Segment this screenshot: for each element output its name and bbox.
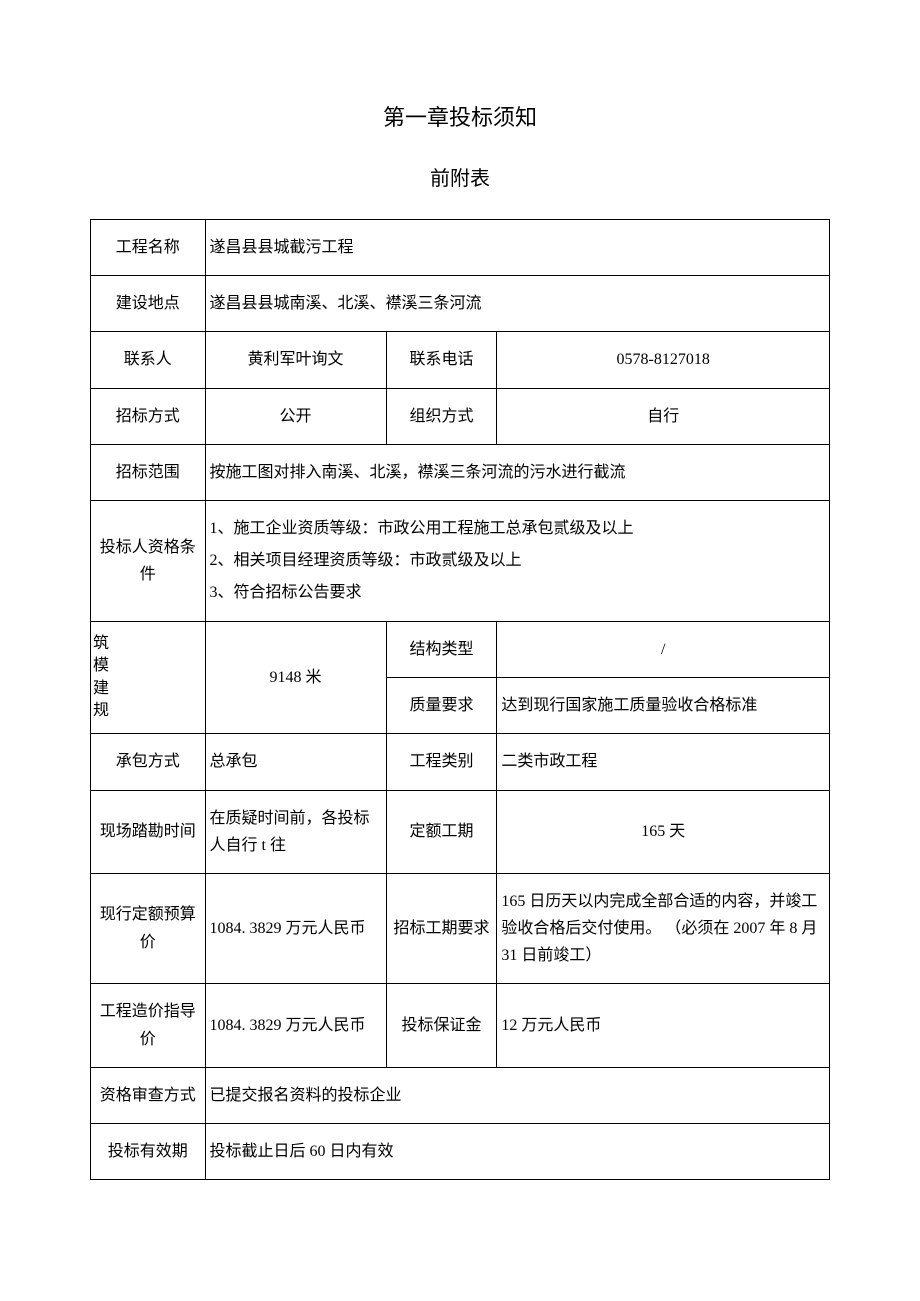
value-scope: 按施工图对排入南溪、北溪，襟溪三条河流的污水进行截流 [205,444,829,500]
value-bid-duration: 165 日历天以内完成全部合适的内容，并竣工验收合格后交付使用。 （必须在 20… [497,873,830,984]
label-bid-duration: 招标工期要求 [386,873,497,984]
label-location: 建设地点 [91,276,206,332]
table-row: 招标范围 按施工图对排入南溪、北溪，襟溪三条河流的污水进行截流 [91,444,830,500]
label-scope: 招标范围 [91,444,206,500]
label-project-class: 工程类别 [386,734,497,790]
table-row: 联系人 黄利军叶询文 联系电话 0578-8127018 [91,332,830,388]
label-contract: 承包方式 [91,734,206,790]
chapter-title: 第一章投标须知 [90,100,830,132]
table-row: 工程名称 遂昌县县城截污工程 [91,220,830,276]
label-contact: 联系人 [91,332,206,388]
table-row: 投标人资格条件 1、施工企业资质等级：市政公用工程施工总承包贰级及以上 2、相关… [91,500,830,621]
value-phone: 0578-8127018 [497,332,830,388]
value-scale: 9148 米 [205,621,386,733]
table-row: 建设地点 遂昌县县城南溪、北溪、襟溪三条河流 [91,276,830,332]
label-bid-method: 招标方式 [91,388,206,444]
label-duration: 定额工期 [386,790,497,873]
table-row: 投标有效期 投标截止日后 60 日内有效 [91,1124,830,1180]
label-review: 资格审查方式 [91,1067,206,1123]
value-validity: 投标截止日后 60 日内有效 [205,1124,829,1180]
value-org-method: 自行 [497,388,830,444]
value-project-name: 遂昌县县城截污工程 [205,220,829,276]
value-deposit: 12 万元人民币 [497,984,830,1067]
table-row: 工程造价指导价 1084. 3829 万元人民币 投标保证金 12 万元人民币 [91,984,830,1067]
value-qualification: 1、施工企业资质等级：市政公用工程施工总承包贰级及以上 2、相关项目经理资质等级… [205,500,829,621]
table-subtitle: 前附表 [90,162,830,191]
qualification-line-3: 3、符合招标公告要求 [210,577,823,609]
table-row: 现行定额预算价 1084. 3829 万元人民币 招标工期要求 165 日历天以… [91,873,830,984]
label-quality: 质量要求 [386,678,497,734]
value-contact: 黄利军叶询文 [205,332,386,388]
table-row: 招标方式 公开 组织方式 自行 [91,388,830,444]
label-deposit: 投标保证金 [386,984,497,1067]
label-project-name: 工程名称 [91,220,206,276]
qualification-line-1: 1、施工企业资质等级：市政公用工程施工总承包贰级及以上 [210,513,823,545]
label-qualification: 投标人资格条件 [91,500,206,621]
label-guide-price: 工程造价指导价 [91,984,206,1067]
table-row: 承包方式 总承包 工程类别 二类市政工程 [91,734,830,790]
value-project-class: 二类市政工程 [497,734,830,790]
value-location: 遂昌县县城南溪、北溪、襟溪三条河流 [205,276,829,332]
label-scale: 筑模建规 [91,621,206,733]
value-guide-price: 1084. 3829 万元人民币 [205,984,386,1067]
label-org-method: 组织方式 [386,388,497,444]
value-duration: 165 天 [497,790,830,873]
label-budget: 现行定额预算价 [91,873,206,984]
value-quality: 达到现行国家施工质量验收合格标准 [497,678,830,734]
value-review: 已提交报名资料的投标企业 [205,1067,829,1123]
label-survey: 现场踏勘时间 [91,790,206,873]
table-row: 筑模建规 9148 米 结构类型 / [91,621,830,677]
qualification-line-2: 2、相关项目经理资质等级：市政贰级及以上 [210,545,823,577]
value-structure-type: / [497,621,830,677]
value-budget: 1084. 3829 万元人民币 [205,873,386,984]
table-row: 资格审查方式 已提交报名资料的投标企业 [91,1067,830,1123]
label-validity: 投标有效期 [91,1124,206,1180]
bid-info-table: 工程名称 遂昌县县城截污工程 建设地点 遂昌县县城南溪、北溪、襟溪三条河流 联系… [90,219,830,1180]
value-contract: 总承包 [205,734,386,790]
value-bid-method: 公开 [205,388,386,444]
label-phone: 联系电话 [386,332,497,388]
value-survey: 在质疑时间前，各投标人自行 t 往 [205,790,386,873]
table-row: 现场踏勘时间 在质疑时间前，各投标人自行 t 往 定额工期 165 天 [91,790,830,873]
label-structure-type: 结构类型 [386,621,497,677]
